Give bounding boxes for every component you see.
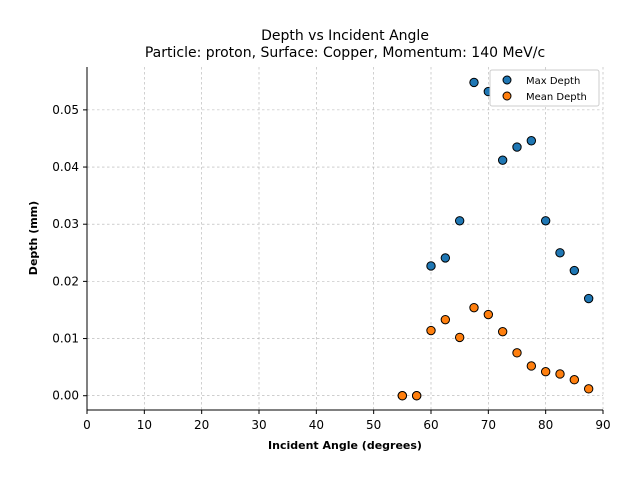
legend-box	[489, 69, 600, 107]
y-tick-label: 0.03	[52, 217, 79, 231]
point-mean-depth	[397, 391, 408, 401]
x-tick-label: 40	[309, 418, 324, 432]
x-tick-label: 10	[137, 418, 152, 432]
point-mean-depth	[540, 366, 551, 377]
y-tick-label: 0.04	[52, 160, 79, 174]
legend-marker-mean-depth	[502, 91, 512, 101]
x-tick-label: 90	[595, 418, 610, 432]
x-tick-label: 0	[83, 418, 91, 432]
point-max-depth	[569, 265, 580, 276]
point-mean-depth	[569, 375, 580, 385]
point-max-depth	[555, 248, 565, 258]
point-mean-depth	[454, 332, 465, 343]
point-max-depth	[454, 216, 465, 226]
x-tick-label: 70	[481, 418, 496, 432]
legend-label-max-depth: Max Depth	[526, 76, 580, 87]
point-max-depth	[440, 253, 451, 263]
point-mean-depth	[469, 302, 479, 313]
x-tick-label: 50	[366, 418, 381, 432]
x-tick-label: 30	[251, 418, 266, 432]
point-max-depth	[512, 142, 522, 152]
point-mean-depth	[526, 361, 537, 371]
x-tick-label: 60	[423, 418, 438, 432]
point-mean-depth	[426, 325, 436, 336]
point-mean-depth	[555, 369, 565, 379]
point-mean-depth	[411, 391, 422, 401]
x-axis-label: Incident Angle (degrees)	[268, 439, 422, 452]
y-axis-label: Depth (mm)	[27, 201, 40, 275]
point-max-depth	[583, 293, 594, 304]
x-tick-label: 80	[538, 418, 553, 432]
point-mean-depth	[583, 384, 594, 394]
point-mean-depth	[483, 309, 494, 320]
y-tick-label: 0.00	[52, 389, 79, 403]
y-tick-label: 0.05	[52, 103, 79, 117]
chart-subtitle: Particle: proton, Surface: Copper, Momen…	[145, 45, 545, 61]
y-tick-label: 0.02	[52, 274, 79, 288]
point-mean-depth	[512, 348, 522, 358]
point-mean-depth	[497, 326, 508, 337]
point-max-depth	[526, 136, 537, 146]
grid	[87, 67, 604, 410]
y-tick-label: 0.01	[52, 332, 79, 346]
legend-label-mean-depth: Mean Depth	[526, 92, 587, 103]
point-mean-depth	[440, 314, 451, 325]
point-max-depth	[469, 77, 479, 88]
legend: Max Depth Mean Depth	[489, 69, 600, 107]
legend-marker-max-depth	[502, 75, 512, 85]
axes: 0 10 20 30 40 50 60 70 80 90 0.00 0.01 0.02 0.03 0.04 0…	[52, 67, 611, 432]
x-tick-label: 20	[194, 418, 209, 432]
plot-area	[397, 77, 594, 401]
point-max-depth	[426, 261, 436, 271]
point-max-depth	[497, 155, 508, 165]
point-max-depth	[540, 216, 551, 226]
chart-title: Depth vs Incident Angle	[261, 28, 429, 44]
